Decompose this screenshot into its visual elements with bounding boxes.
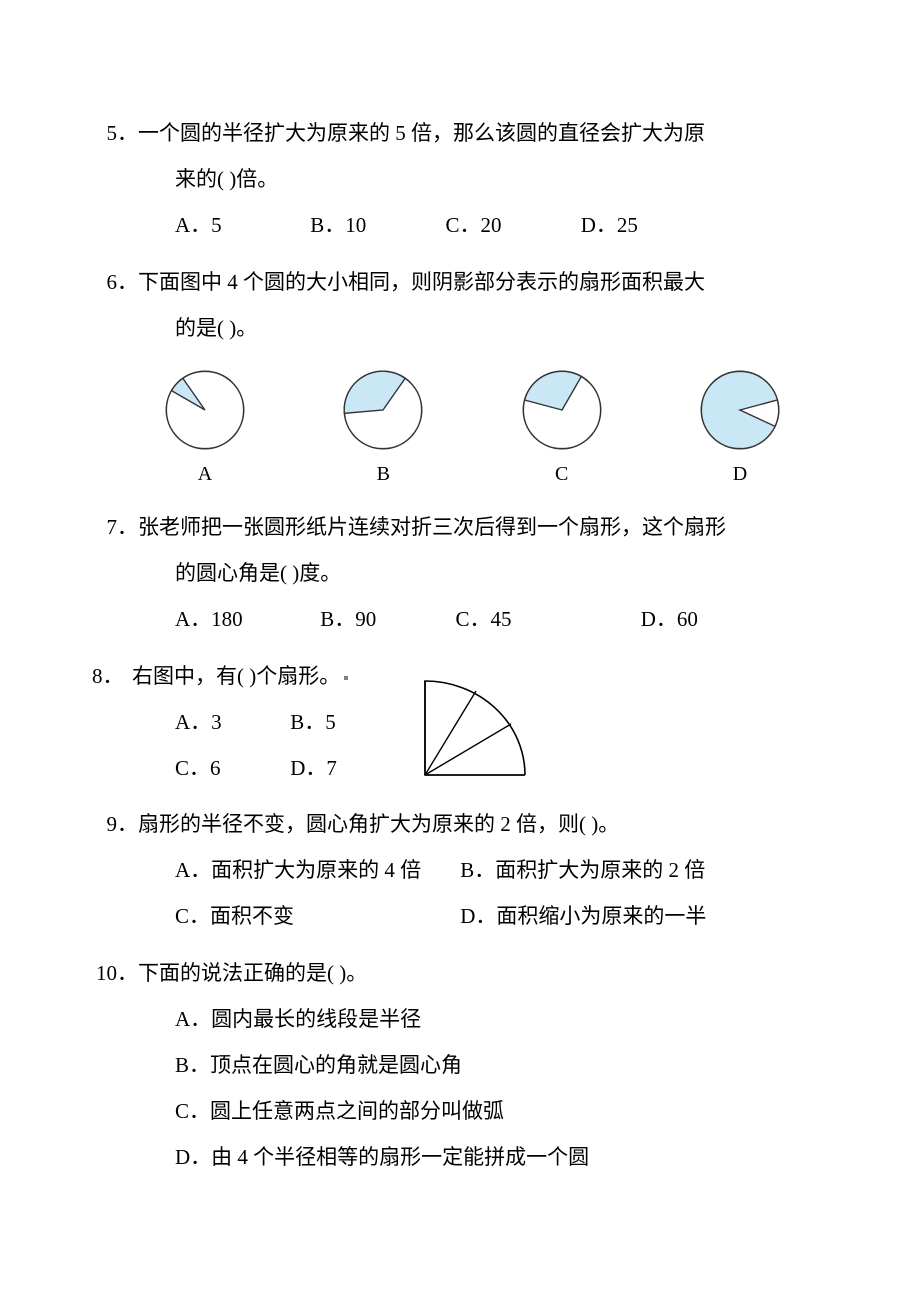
q7-line2: 的圆心角是( )度。 [90, 550, 830, 596]
q10-opt-d: D．由 4 个半径相等的扇形一定能拼成一个圆 [90, 1134, 830, 1180]
q5-opt-d: D．25 [581, 202, 681, 248]
q8-opt-b: B．5 [290, 699, 400, 745]
question-8: 8．右图中，有( )个扇形。 A．3 B．5 C．6 D．7 [90, 653, 830, 792]
q6-fig-b: B [323, 367, 443, 486]
q8-number: 8． [90, 653, 132, 699]
q8-opt-d: D．7 [290, 745, 400, 791]
q8-opt-a: A．3 [175, 699, 285, 745]
q8-figure [410, 653, 540, 791]
q5-opt-c: C．20 [446, 202, 576, 248]
q9-number: 9． [90, 801, 138, 847]
q8-opt-c: C．6 [175, 745, 285, 791]
q9-stem-row: 9．扇形的半径不变，圆心角扩大为原来的 2 倍，则( )。 [90, 801, 830, 847]
q9-opt-b: B．面积扩大为原来的 2 倍 [460, 847, 705, 893]
dot-icon [344, 676, 348, 680]
q7-opt-b: B．90 [320, 596, 450, 642]
q8-options: A．3 B．5 C．6 D．7 [90, 699, 410, 791]
q9-opt-a: A．面积扩大为原来的 4 倍 [175, 847, 455, 893]
q6-label-a: A [198, 463, 212, 486]
q7-options: A．180 B．90 C．45 D．60 [90, 596, 830, 642]
question-9: 9．扇形的半径不变，圆心角扩大为原来的 2 倍，则( )。 A．面积扩大为原来的… [90, 801, 830, 940]
q7-opt-d: D．60 [641, 596, 741, 642]
q6-fig-c: C [502, 367, 622, 486]
fan-diagram-icon [410, 675, 540, 785]
q10-opt-c: C．圆上任意两点之间的部分叫做弧 [90, 1088, 830, 1134]
q6-label-b: B [377, 463, 390, 486]
q5-line2: 来的( )倍。 [90, 156, 830, 202]
q9-options-row1: A．面积扩大为原来的 4 倍 B．面积扩大为原来的 2 倍 [90, 847, 830, 893]
q6-figures: A B C D [90, 351, 830, 494]
q10-number: 10． [90, 950, 138, 996]
q7-opt-a: A．180 [175, 596, 315, 642]
q7-number: 7． [90, 504, 138, 550]
q6-label-c: C [555, 463, 568, 486]
q5-options: A．5 B．10 C．20 D．25 [90, 202, 830, 248]
pie-d-icon [697, 367, 783, 453]
q9-options-row2: C．面积不变 D．面积缩小为原来的一半 [90, 893, 830, 939]
question-5: 5．一个圆的半径扩大为原来的 5 倍，那么该圆的直径会扩大为原 来的( )倍。 … [90, 110, 830, 249]
pie-a-icon [162, 367, 248, 453]
q8-stem-row: 8．右图中，有( )个扇形。 [90, 653, 410, 699]
q7-stem: 7．张老师把一张圆形纸片连续对折三次后得到一个扇形，这个扇形 [90, 504, 830, 550]
q10-stem: 下面的说法正确的是( )。 [138, 961, 367, 985]
q6-label-d: D [733, 463, 747, 486]
q6-fig-d: D [680, 367, 800, 486]
q6-number: 6． [90, 259, 138, 305]
q7-line1: 张老师把一张圆形纸片连续对折三次后得到一个扇形，这个扇形 [138, 515, 726, 539]
question-10: 10．下面的说法正确的是( )。 A．圆内最长的线段是半径 B．顶点在圆心的角就… [90, 950, 830, 1181]
q7-opt-c: C．45 [456, 596, 636, 642]
pie-c-icon [519, 367, 605, 453]
question-7: 7．张老师把一张圆形纸片连续对折三次后得到一个扇形，这个扇形 的圆心角是( )度… [90, 504, 830, 643]
pie-b-icon [340, 367, 426, 453]
q10-opt-a: A．圆内最长的线段是半径 [90, 996, 830, 1042]
q6-line2: 的是( )。 [90, 305, 830, 351]
q10-stem-row: 10．下面的说法正确的是( )。 [90, 950, 830, 996]
q6-fig-a: A [145, 367, 265, 486]
q6-line1: 下面图中 4 个圆的大小相同，则阴影部分表示的扇形面积最大 [138, 270, 705, 294]
q5-stem: 5．一个圆的半径扩大为原来的 5 倍，那么该圆的直径会扩大为原 [90, 110, 830, 156]
worksheet-page: 5．一个圆的半径扩大为原来的 5 倍，那么该圆的直径会扩大为原 来的( )倍。 … [0, 0, 920, 1271]
q10-opt-b: B．顶点在圆心的角就是圆心角 [90, 1042, 830, 1088]
q5-opt-a: A．5 [175, 202, 305, 248]
q6-stem: 6．下面图中 4 个圆的大小相同，则阴影部分表示的扇形面积最大 [90, 259, 830, 305]
q5-opt-b: B．10 [310, 202, 440, 248]
q8-stem: 右图中，有( )个扇形。 [132, 664, 340, 688]
question-6: 6．下面图中 4 个圆的大小相同，则阴影部分表示的扇形面积最大 的是( )。 A… [90, 259, 830, 494]
q9-opt-c: C．面积不变 [175, 893, 455, 939]
q9-stem: 扇形的半径不变，圆心角扩大为原来的 2 倍，则( )。 [138, 812, 619, 836]
q9-opt-d: D．面积缩小为原来的一半 [460, 893, 706, 939]
q5-number: 5． [90, 110, 138, 156]
q5-line1: 一个圆的半径扩大为原来的 5 倍，那么该圆的直径会扩大为原 [138, 121, 705, 145]
